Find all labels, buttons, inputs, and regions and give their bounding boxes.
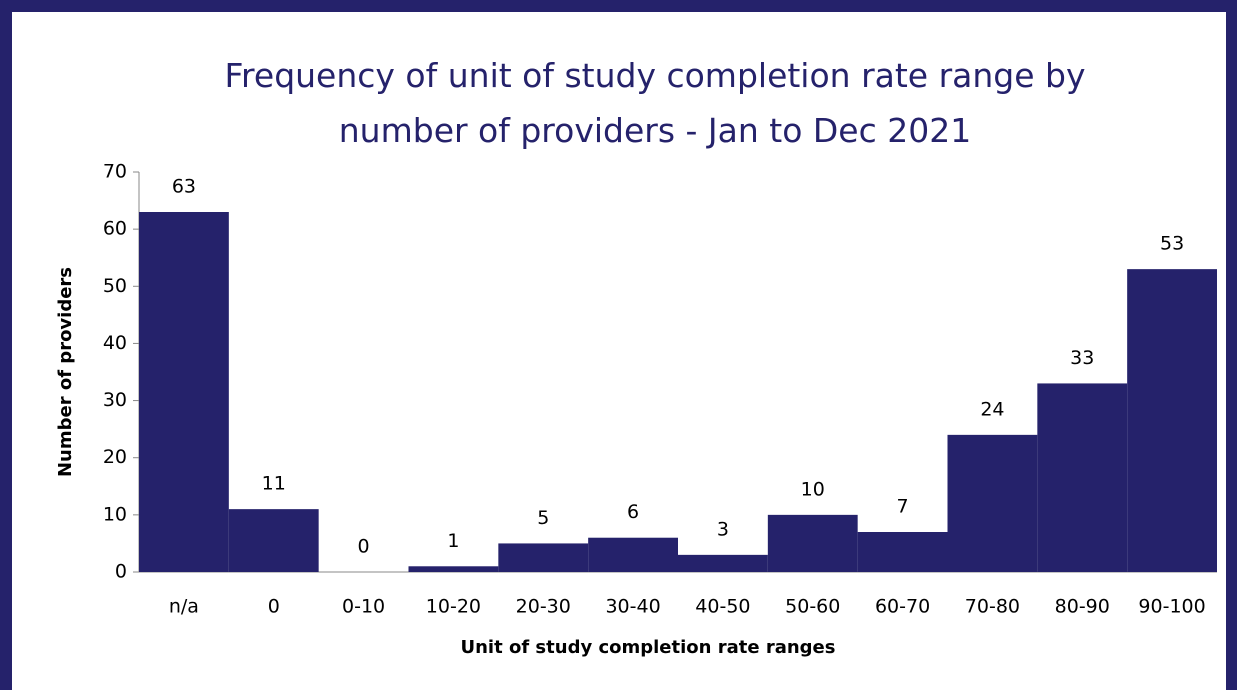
x-tick-label: 60-70 xyxy=(875,596,930,618)
data-label: 7 xyxy=(897,496,909,518)
bar xyxy=(767,514,858,572)
x-tick-label: 80-90 xyxy=(1055,596,1110,618)
y-tick-label: 20 xyxy=(103,446,127,468)
data-label: 0 xyxy=(358,536,370,558)
bar xyxy=(228,509,319,572)
x-tick-label: 90-100 xyxy=(1138,596,1205,618)
data-label: 5 xyxy=(537,507,549,529)
bar xyxy=(498,543,589,572)
y-tick-label: 50 xyxy=(103,275,127,297)
bar xyxy=(1127,269,1217,572)
y-tick-label: 10 xyxy=(103,503,127,525)
x-tick-label: 40-50 xyxy=(695,596,750,618)
x-axis-label: Unit of study completion rate ranges xyxy=(461,637,836,658)
data-label: 11 xyxy=(262,473,286,495)
x-tick-label: 50-60 xyxy=(785,596,840,618)
y-tick-label: 60 xyxy=(103,218,127,240)
x-tick-label: 10-20 xyxy=(426,596,481,618)
bar xyxy=(139,212,229,572)
y-tick-label: 40 xyxy=(103,332,127,354)
data-label: 33 xyxy=(1070,347,1094,369)
x-tick-label: 0-10 xyxy=(342,596,385,618)
bar xyxy=(678,554,768,572)
data-label: 10 xyxy=(801,478,825,500)
bar xyxy=(1037,383,1128,572)
bar xyxy=(408,566,499,572)
x-tick-label: 0 xyxy=(268,596,280,618)
data-label: 24 xyxy=(980,398,1004,420)
y-tick-label: 70 xyxy=(103,161,127,183)
bar xyxy=(588,537,678,572)
y-tick-label: 0 xyxy=(115,561,127,583)
x-tick-label: 70-80 xyxy=(965,596,1020,618)
data-label: 63 xyxy=(172,176,196,198)
data-label: 3 xyxy=(717,518,729,540)
x-tick-label: 30-40 xyxy=(605,596,660,618)
data-label: 53 xyxy=(1160,233,1184,255)
data-label: 6 xyxy=(627,501,639,523)
chart-title: Frequency of unit of study completion ra… xyxy=(224,56,1086,150)
y-tick-label: 30 xyxy=(103,389,127,411)
x-tick-label: n/a xyxy=(169,596,199,618)
x-tick-label: 20-30 xyxy=(516,596,571,618)
bar xyxy=(947,434,1038,572)
bar xyxy=(857,532,948,572)
y-axis-label: Number of providers xyxy=(55,267,76,477)
data-label: 1 xyxy=(447,530,459,552)
